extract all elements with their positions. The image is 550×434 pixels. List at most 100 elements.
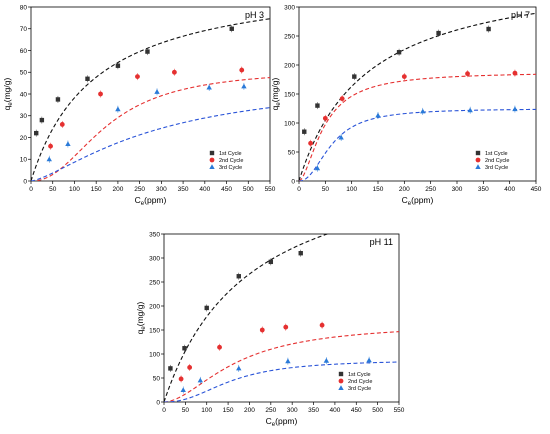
data-point (168, 366, 173, 371)
x-tick-label: 0 (162, 407, 166, 414)
legend-label: 3rd Cycle (219, 165, 242, 171)
legend-marker (475, 157, 481, 163)
x-tick-label: 200 (399, 186, 410, 193)
x-tick-label: 150 (91, 186, 102, 193)
x-tick-label: 450 (351, 407, 362, 414)
x-tick-label: 300 (156, 186, 167, 193)
x-tick-label: 450 (531, 186, 542, 193)
data-point (285, 358, 291, 364)
x-tick-label: 350 (478, 186, 489, 193)
data-point (65, 141, 71, 147)
data-point (55, 97, 61, 102)
chart-panel-2: 0 50 100 150 200 250 300 350 400 450 0 50 100 150 200 2… (270, 4, 542, 207)
x-tick-label: 100 (201, 407, 212, 414)
chart-panel-1: 0 50 100 150 200 250 300 350 400 450 500 550 0 10 20 30… (2, 4, 276, 207)
legend-marker (338, 385, 344, 390)
legend-marker (338, 378, 344, 384)
data-point (268, 259, 274, 265)
data-point (319, 322, 325, 328)
data-point (145, 49, 150, 54)
legend-label: 1st Cycle (219, 151, 242, 157)
legend-label: 3rd Cycle (348, 386, 371, 392)
legend-marker (209, 157, 215, 163)
x-tick-label: 350 (308, 407, 319, 414)
legend-label: 2nd Cycle (485, 158, 509, 164)
x-tick-label: 150 (373, 186, 384, 193)
legend-marker (475, 164, 481, 169)
y-tick-label: 50 (153, 375, 161, 382)
data-point (236, 274, 241, 279)
y-tick-label: 100 (284, 120, 295, 127)
y-tick-label: 350 (149, 231, 160, 238)
x-tick-label: 300 (287, 407, 298, 414)
data-point (241, 83, 247, 89)
data-point (323, 357, 330, 363)
y-tick-label: 50 (20, 70, 28, 77)
legend-label: 1st Cycle (485, 151, 508, 157)
x-tick-label: 50 (322, 186, 330, 193)
x-tick-label: 100 (69, 186, 80, 193)
y-tick-label: 70 (20, 26, 28, 33)
y-tick-label: 300 (284, 4, 295, 11)
plot-frame (163, 233, 400, 403)
x-tick-label: 500 (243, 186, 254, 193)
x-tick-label: 0 (29, 186, 33, 193)
fit-curve-3 (31, 107, 270, 181)
data-point (217, 344, 222, 350)
y-tick-label: 200 (149, 303, 160, 310)
fit-curve-3 (164, 361, 399, 402)
y-tick-label: 10 (20, 157, 28, 164)
x-tick-label: 50 (49, 186, 57, 193)
legend-label: 2nd Cycle (348, 379, 372, 385)
y-tick-label: 0 (291, 178, 295, 185)
x-tick-label: 250 (425, 186, 436, 193)
data-point (34, 130, 39, 136)
y-tick-label: 100 (149, 351, 160, 358)
data-point (486, 26, 491, 32)
data-point (339, 96, 345, 102)
x-tick-label: 200 (112, 186, 123, 193)
data-point (308, 140, 313, 146)
y-tick-label: 300 (149, 255, 160, 262)
y-tick-label: 50 (288, 149, 296, 156)
x-axis-title: Ce(ppm) (402, 195, 434, 207)
x-tick-label: 400 (199, 186, 210, 193)
data-point (512, 106, 518, 112)
data-point (135, 74, 140, 79)
y-tick-label: 150 (149, 327, 160, 334)
data-point (352, 74, 357, 79)
x-tick-label: 300 (452, 186, 463, 193)
data-point (322, 115, 328, 121)
data-point (436, 30, 441, 36)
x-tick-label: 400 (329, 407, 340, 414)
data-point (366, 357, 372, 363)
x-tick-label: 100 (346, 186, 357, 193)
data-point (197, 377, 204, 383)
data-point (302, 129, 307, 134)
y-tick-label: 60 (20, 48, 28, 55)
x-tick-label: 0 (297, 186, 301, 193)
x-tick-label: 200 (244, 407, 255, 414)
y-tick-label: 0 (156, 399, 160, 406)
data-point (283, 324, 289, 330)
y-tick-label: 80 (20, 4, 28, 11)
data-point (338, 134, 344, 140)
y-tick-label: 200 (284, 62, 295, 69)
legend-marker (338, 371, 344, 377)
data-point (187, 365, 193, 370)
y-axis-title: qe(mg/g) (270, 78, 282, 111)
data-point (48, 143, 53, 149)
data-point (401, 74, 407, 79)
fit-curve-2 (299, 73, 536, 181)
x-tick-label: 500 (372, 407, 383, 414)
fit-curve-2 (31, 77, 270, 181)
data-point (315, 103, 320, 108)
fit-curve-3 (299, 108, 536, 181)
y-tick-label: 30 (20, 113, 28, 120)
data-point (396, 50, 402, 55)
chart-panel-3: 0 50 100 150 200 250 300 350 400 450 500 550 0 50 100 1… (135, 231, 405, 428)
y-tick-label: 20 (20, 135, 28, 142)
x-tick-label: 250 (134, 186, 145, 193)
x-tick-label: 50 (182, 407, 190, 414)
